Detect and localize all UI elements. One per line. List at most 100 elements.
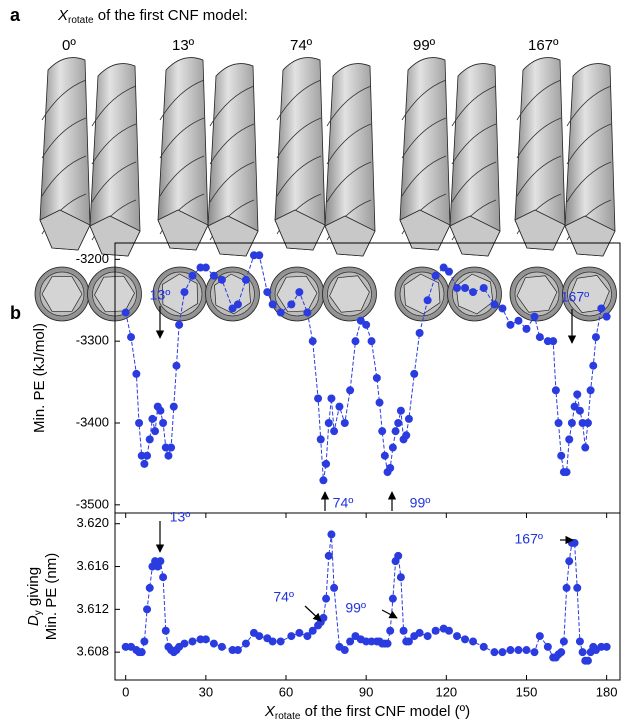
data-point [367,337,376,346]
fiber-twist [91,123,137,165]
data-point [602,642,611,651]
data-point [535,632,544,641]
data-point [140,637,149,646]
data-point [380,451,389,460]
fiber-twist [326,85,372,127]
data-point [340,646,349,655]
data-point [287,300,296,309]
data-point [399,626,408,635]
angle-label: 74º [290,37,313,54]
annotation: 167º [515,531,543,547]
data-point [583,656,592,665]
y-axis-label: Dy giving [25,567,44,626]
data-point [490,648,499,657]
annotation: 13º [170,509,191,525]
fiber-twist [326,161,372,203]
data-point [559,637,568,646]
data-point [295,628,304,637]
data-point [322,594,331,603]
panel-label: a [10,5,21,25]
fiber [564,63,616,257]
panel-label: b [10,303,21,323]
data-point [375,398,384,407]
fiber-twist [451,161,497,203]
fiber-twist [516,79,562,121]
data-point [201,263,210,272]
cross-section-hexagon [516,275,558,313]
data-point [127,333,136,342]
data-point [583,419,592,427]
data-point [378,427,387,436]
cross-section-hexagon [403,273,441,315]
data-point [498,648,507,657]
data-point [573,390,582,399]
fiber-twist [566,123,612,165]
data-point [562,583,571,592]
data-point [386,464,395,472]
angle-label: 0º [62,37,76,54]
fiber-twist [91,161,137,203]
fiber-twist [516,117,562,159]
data-point [402,431,411,440]
data-point [567,419,576,427]
data-point [255,632,264,641]
data-point [372,374,381,382]
data-point [233,646,242,655]
y-axis-label: Min. PE (nm) [43,553,60,641]
annotation: 74º [333,495,354,511]
y-axis-label: Min. PE (kJ/mol) [31,323,48,433]
data-point [554,419,563,427]
data-point [303,308,312,317]
data-point [543,642,552,651]
fiber-twist [566,85,612,127]
fiber [89,63,141,257]
data-point [514,316,523,325]
fiber-twist [401,155,447,197]
data-point [469,637,478,646]
data-point [175,320,184,329]
annotation: 13º [150,287,171,303]
y-tick-label: 3.620 [76,515,109,530]
fiber-twist [451,85,497,127]
x-tick-label: 60 [279,684,293,699]
data-point [383,639,392,648]
data-point [423,296,432,305]
data-point [308,337,317,346]
data-point [156,406,165,415]
cross-section-hexagon [41,276,83,312]
annotation: 99º [345,600,366,616]
data-point [431,626,440,635]
data-point [327,530,336,539]
data-point [557,648,566,657]
fiber-twist [209,85,255,127]
data-point [137,648,146,657]
data-point [530,648,539,657]
data-point [591,333,600,342]
x-axis-label-rest: of the first CNF model (º) [300,703,470,720]
data-point [522,324,531,333]
x-tick-label: 90 [359,684,373,699]
data-point [551,386,560,395]
data-point [423,632,432,641]
fiber-end [39,209,91,251]
data-point [233,300,242,309]
data-point [469,288,478,297]
data-point [255,251,264,260]
data-point [217,275,226,284]
x-tick-label: 150 [516,684,538,699]
model-illustrations: 0º 13º 74º 99º 167º [34,37,617,322]
data-point [180,639,189,648]
fiber [449,63,501,257]
data-point [589,361,598,370]
data-point [396,406,405,415]
data-point [340,419,349,427]
data-point [578,648,587,657]
data-point [314,394,323,403]
y-tick-label: 3.616 [76,558,109,573]
data-point [386,626,395,635]
data-point [535,333,544,342]
data-point [217,642,226,651]
data-point [602,312,611,321]
data-point [351,337,360,346]
data-point [324,551,333,560]
